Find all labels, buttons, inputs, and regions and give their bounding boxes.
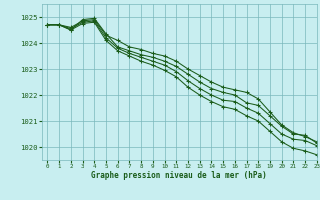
X-axis label: Graphe pression niveau de la mer (hPa): Graphe pression niveau de la mer (hPa) <box>91 171 267 180</box>
